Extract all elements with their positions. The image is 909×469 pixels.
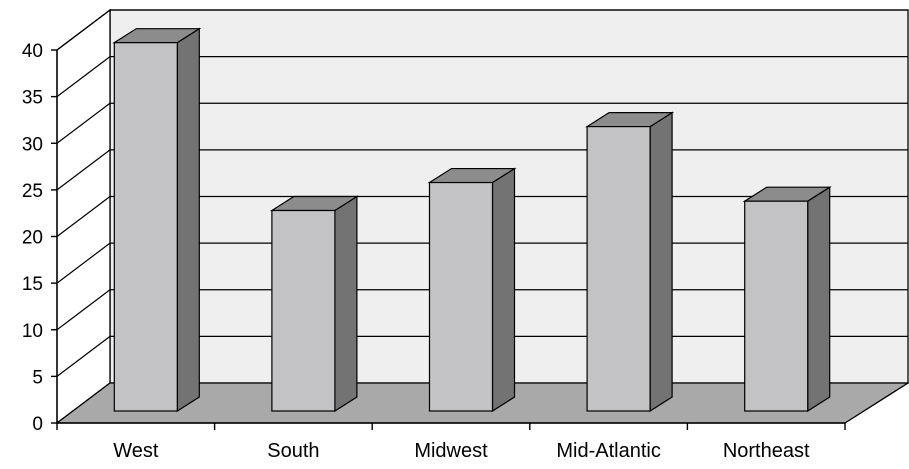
bar [742, 186, 832, 413]
gridline-diagonal [56, 242, 111, 284]
bar-front [586, 125, 651, 412]
bar-front [428, 181, 494, 412]
bar-front [271, 209, 336, 412]
bar [585, 111, 675, 413]
category-label: West [113, 440, 159, 462]
bar-side [649, 111, 673, 413]
bar [112, 27, 202, 413]
gridline-diagonal [56, 335, 111, 377]
category-label: Midwest [414, 440, 488, 462]
gridline-diagonal [56, 102, 111, 144]
y-tick-label: 35 [22, 88, 43, 109]
y-tick-label: 15 [22, 274, 43, 295]
y-tick-label: 40 [22, 41, 43, 62]
bar-side [334, 195, 358, 413]
gridline-diagonal [56, 9, 111, 51]
x-axis-category-labels: West South Midwest Mid-Atlantic Northeast [113, 440, 810, 462]
category-label: South [267, 440, 319, 462]
y-tick-label: 5 [32, 367, 43, 388]
bar-side [807, 186, 831, 413]
category-label: Northeast [723, 440, 810, 462]
category-label: Mid-Atlantic [556, 440, 660, 462]
y-axis-tick-labels: 0 5 10 15 20 25 30 35 40 [22, 41, 43, 435]
gridline-diagonal [56, 196, 111, 237]
bar-front [744, 200, 809, 412]
axes [51, 49, 846, 430]
y-tick-label: 25 [22, 181, 43, 202]
y-tick-label: 30 [22, 134, 43, 155]
bar [427, 167, 517, 413]
gridline-diagonal [56, 149, 111, 191]
y-tick-label: 10 [22, 321, 43, 342]
bar [269, 195, 359, 413]
bar-side [176, 27, 200, 413]
gridline-diagonal [56, 289, 111, 331]
gridline-diagonal [56, 56, 111, 98]
y-tick-label: 20 [22, 228, 43, 249]
bars [112, 27, 832, 413]
bar-front [113, 42, 178, 412]
bar-side [491, 167, 516, 413]
y-tick-label: 0 [32, 414, 43, 435]
